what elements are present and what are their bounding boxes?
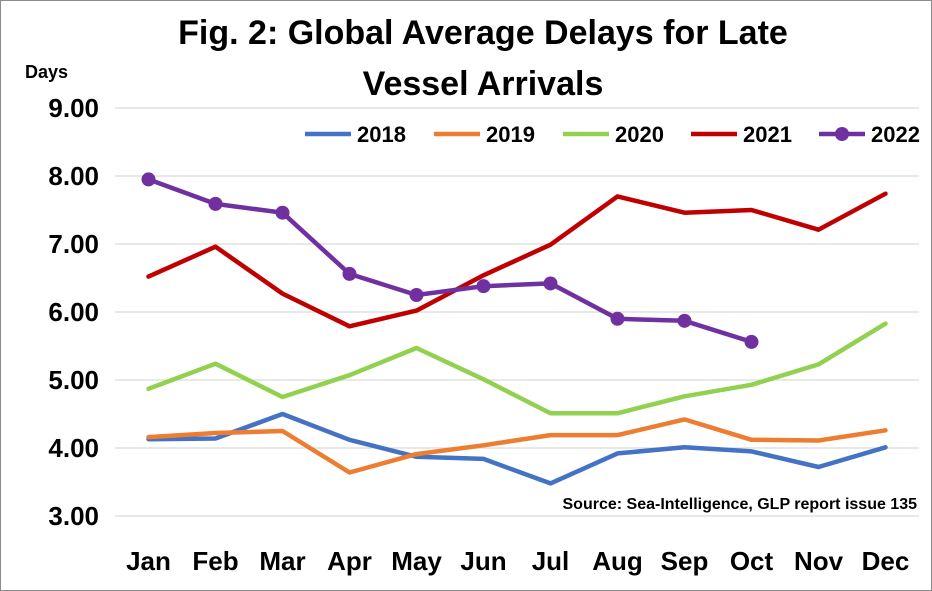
y-tick-label: 6.00 [48,297,99,327]
x-tick-label: Mar [259,546,305,576]
data-point-2022 [409,288,424,302]
x-tick-label: May [391,546,442,576]
series-line-2021 [146,191,888,329]
series-2018 [146,411,888,486]
y-tick-label: 8.00 [48,161,99,191]
data-point-2022 [342,266,357,281]
x-tick-label: Apr [327,546,372,576]
legend-label: 2018 [357,122,406,147]
x-tick-label: Jan [126,546,171,576]
legend-marker [835,127,849,141]
legend-item-2022: 2022 [819,122,920,147]
gridlines [115,107,919,517]
data-point-2022 [275,205,290,220]
y-axis-label: Days [25,62,68,82]
data-point-2022 [543,276,558,291]
data-point-2022 [677,313,692,328]
x-tick-label: Jul [532,546,570,576]
chart-title-line2: Vessel Arrivals [363,65,604,103]
legend-item-2020: 2020 [563,122,664,147]
source-annotation: Source: Sea-Intelligence, GLP report iss… [563,496,918,513]
x-tick-label: Dec [862,546,910,576]
x-tick-label: Oct [730,546,774,576]
series-lines [141,172,888,486]
legend-label: 2022 [871,122,920,147]
x-tick-label: Jun [460,546,506,576]
series-line-2019 [146,417,888,475]
legend-label: 2019 [486,122,535,147]
y-tick-label: 7.00 [48,229,99,259]
series-2021 [146,191,888,329]
data-point-2022 [744,334,759,349]
y-tick-label: 4.00 [48,433,99,463]
x-tick-label: Aug [592,546,643,576]
series-line-2020 [146,321,888,416]
legend: 2018 2019 2020 2021 2022 [305,122,920,147]
data-point-2022 [208,196,223,211]
data-point-2022 [610,311,625,326]
data-point-2022 [141,172,156,187]
series-line-2022 [146,177,754,345]
x-axis-ticks: Jan Feb Mar Apr May Jun Jul Aug Sep Oct Nov Dec [126,546,909,576]
x-tick-label: Nov [794,546,844,576]
series-2019 [146,417,888,475]
data-point-2022 [476,279,491,294]
series-2022 [141,172,759,349]
legend-label: 2020 [615,122,664,147]
legend-item-2019: 2019 [434,122,535,147]
legend-item-2018: 2018 [305,122,406,147]
series-line-2018 [146,411,888,486]
y-tick-label: 5.00 [48,365,99,395]
series-2020 [146,321,888,416]
y-tick-label: 3.00 [48,501,99,531]
x-tick-label: Feb [192,546,238,576]
y-tick-label: 9.00 [48,93,99,123]
legend-label: 2021 [743,122,792,147]
x-tick-label: Sep [661,546,709,576]
y-axis-ticks: 3.00 4.00 5.00 6.00 7.00 8.00 9.00 [48,93,99,531]
chart-title-line1: Fig. 2: Global Average Delays for Late [178,14,788,52]
legend-item-2021: 2021 [691,122,792,147]
